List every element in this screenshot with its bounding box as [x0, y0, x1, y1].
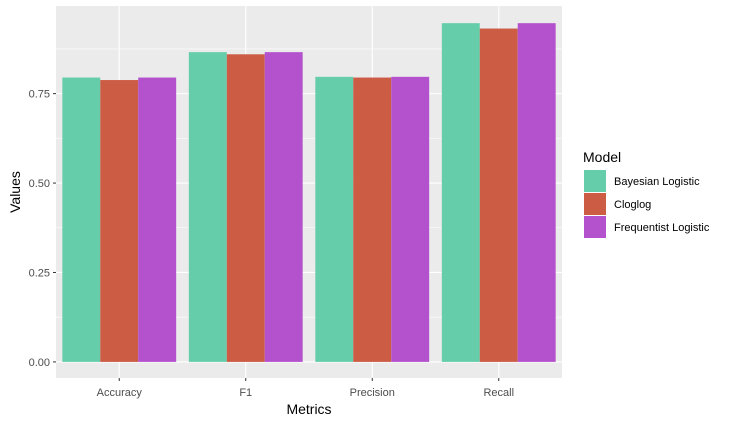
legend-items: Bayesian Logistic Cloglog Frequentist Logi… — [584, 170, 710, 238]
x-tick-label: Recall — [483, 387, 514, 399]
y-tick-label: 0.50 — [29, 178, 50, 190]
x-axis-ticks: Accuracy F1 Precision Recall — [97, 378, 514, 399]
bar — [315, 76, 354, 362]
bar — [391, 76, 430, 362]
bar — [264, 52, 303, 362]
legend-swatch — [584, 193, 606, 215]
x-tick-label: Precision — [350, 387, 395, 399]
bar — [517, 23, 556, 362]
bar — [226, 54, 265, 362]
y-tick-label: 0.00 — [29, 357, 50, 369]
bar — [188, 52, 227, 362]
bars — [62, 23, 556, 362]
x-tick-label: F1 — [239, 387, 252, 399]
x-axis-title: Metrics — [286, 401, 331, 417]
bar — [479, 28, 518, 362]
legend-label: Bayesian Logistic — [614, 176, 700, 188]
y-axis-title: Values — [7, 171, 23, 213]
legend-label: Cloglog — [614, 199, 651, 211]
y-tick-label: 0.25 — [29, 267, 50, 279]
bar — [353, 77, 392, 362]
bar — [100, 80, 139, 362]
legend-title: Model — [583, 149, 621, 165]
y-tick-label: 0.75 — [29, 89, 50, 101]
legend-swatch — [584, 216, 606, 238]
bar — [62, 77, 101, 362]
bar — [138, 77, 177, 362]
x-tick-label: Accuracy — [97, 387, 143, 399]
legend-label: Frequentist Logistic — [614, 222, 710, 234]
y-axis-ticks: 0.00 0.25 0.50 0.75 — [29, 89, 56, 369]
legend-swatch — [584, 170, 606, 192]
legend: Model Bayesian Logistic Cloglog Frequentis… — [583, 149, 710, 238]
bar — [441, 23, 480, 362]
